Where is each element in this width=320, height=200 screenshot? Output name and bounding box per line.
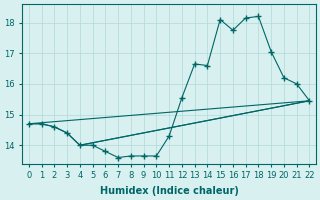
X-axis label: Humidex (Indice chaleur): Humidex (Indice chaleur) bbox=[100, 186, 239, 196]
